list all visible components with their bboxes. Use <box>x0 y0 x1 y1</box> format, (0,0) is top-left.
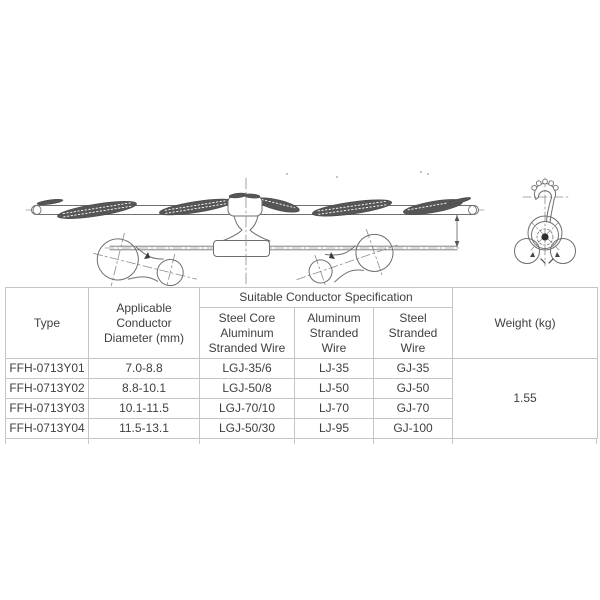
center-clamp-cap <box>227 195 263 217</box>
header-row-sub: Steel Core Aluminum Stranded Wire Alumin… <box>6 307 598 359</box>
cell-aluminum: LJ-35 <box>294 358 374 379</box>
cell-diameter: 10.1-11.5 <box>88 398 200 419</box>
cell-type: FFH-0713Y01 <box>5 358 89 379</box>
cell-type: FFH-0713Y02 <box>5 378 89 399</box>
cable-arrow-right <box>329 252 335 259</box>
header-row-group: Type Applicable Conductor Diameter (mm) … <box>5 287 599 359</box>
side-view <box>25 171 485 292</box>
spec-table: Type Applicable Conductor Diameter (mm) … <box>5 287 599 439</box>
cell-steel-core: LGJ-35/6 <box>199 358 295 379</box>
cell-steel: GJ-35 <box>372 358 454 379</box>
cell-steel: GJ-100 <box>372 418 454 439</box>
cell-type: FFH-0713Y03 <box>5 398 89 419</box>
cutoff-border <box>294 438 295 444</box>
clamp-body <box>221 215 271 242</box>
cutoff-border <box>596 438 597 444</box>
hook-beads <box>531 178 559 191</box>
cell-diameter: 11.5-13.1 <box>88 418 200 439</box>
cell-steel: GJ-70 <box>372 398 454 419</box>
cell-steel-core: LGJ-50/8 <box>199 378 295 399</box>
table-cutoff-row <box>5 438 597 444</box>
cell-steel-core: LGJ-50/30 <box>199 418 295 439</box>
end-view-arrow-right <box>555 252 560 257</box>
header-spec-group: Suitable Conductor Specification <box>198 287 454 308</box>
damper-weight-left <box>93 232 197 292</box>
end-view <box>514 177 576 267</box>
dimension-specks <box>286 171 429 178</box>
end-view-bottom-marks <box>540 258 554 264</box>
armor-rod-wrap <box>312 199 392 217</box>
cable-arrow-left <box>144 252 150 259</box>
header-type: Type <box>5 287 89 359</box>
header-steel: Steel Stranded Wire <box>372 307 454 359</box>
header-aluminum: Aluminum Stranded Wire <box>294 307 374 359</box>
table-row: FFH-0713Y04 11.5-13.1 LGJ-50/30 LJ-95 GJ… <box>5 418 598 439</box>
armor-rod-over-clamp <box>228 192 261 199</box>
header-steel-core: Steel Core Aluminum Stranded Wire <box>199 307 295 359</box>
cell-steel-core: LGJ-70/10 <box>199 398 295 419</box>
cable-cross-section <box>541 233 549 241</box>
cell-weight: 1.55 <box>452 358 599 439</box>
cell-aluminum: LJ-95 <box>294 418 374 439</box>
cell-diameter: 8.8-10.1 <box>88 378 200 399</box>
conductor-end-cap-left <box>32 205 42 215</box>
cell-steel: GJ-50 <box>372 378 454 399</box>
armor-rod-wrap <box>57 201 137 219</box>
vertical-dimension-line <box>454 214 460 248</box>
messenger-cable <box>104 245 460 251</box>
end-view-arrow-left <box>530 252 535 257</box>
helical-armor-rods <box>36 197 472 219</box>
armor-rod-tail-right <box>446 197 472 205</box>
armor-rod-tail-left <box>36 198 64 206</box>
table-row: FFH-0713Y02 8.8-10.1 LGJ-50/8 LJ-50 GJ-5… <box>5 378 598 399</box>
header-weight: Weight (kg) <box>452 287 599 359</box>
end-view-weights <box>514 215 576 264</box>
table-row: FFH-0713Y01 7.0-8.8 LGJ-35/6 LJ-35 GJ-35… <box>5 358 599 439</box>
header-diameter: Applicable Conductor Diameter (mm) <box>88 287 200 359</box>
pitch-circle <box>536 228 554 246</box>
cell-aluminum: LJ-70 <box>294 398 374 419</box>
cell-type: FFH-0713Y04 <box>5 418 89 439</box>
damper-weight-right <box>296 228 398 288</box>
clamp-bottom-bar <box>213 240 270 257</box>
cutoff-border <box>88 438 89 444</box>
cutoff-border <box>452 438 453 444</box>
cutoff-border <box>373 438 374 444</box>
conductor-end-cap-right <box>468 205 477 215</box>
cutoff-border <box>199 438 200 444</box>
cell-aluminum: LJ-50 <box>294 378 374 399</box>
cell-diameter: 7.0-8.8 <box>88 358 200 379</box>
cutoff-border <box>5 438 6 444</box>
